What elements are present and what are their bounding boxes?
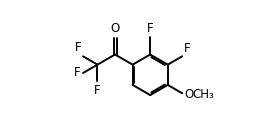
Text: CH₃: CH₃ (192, 88, 214, 101)
Text: F: F (74, 41, 81, 54)
Text: O: O (184, 88, 193, 101)
Text: F: F (147, 22, 153, 35)
Text: F: F (184, 42, 190, 55)
Text: F: F (94, 84, 101, 97)
Text: F: F (74, 67, 81, 79)
Text: O: O (110, 22, 120, 35)
